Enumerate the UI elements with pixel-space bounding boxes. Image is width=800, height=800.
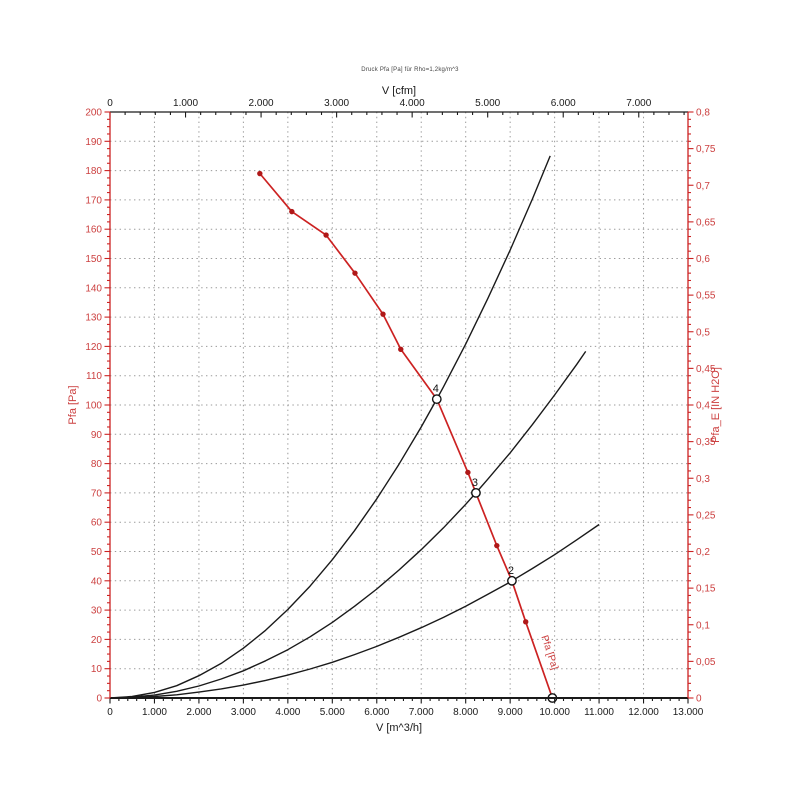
svg-text:10.000: 10.000 [539,707,570,718]
operating-point-circle [507,575,517,586]
bottom-axis-title: V [m^3/h] [376,722,422,734]
svg-text:0: 0 [107,98,113,109]
svg-text:130: 130 [85,313,102,324]
svg-text:150: 150 [85,254,102,265]
svg-text:180: 180 [85,166,102,177]
svg-text:170: 170 [85,195,102,206]
fan-curve-data-point [257,170,263,177]
svg-text:190: 190 [85,137,102,148]
curves [109,155,600,699]
svg-text:20: 20 [91,635,103,646]
svg-text:0: 0 [107,707,113,718]
svg-text:4.000: 4.000 [400,98,425,109]
svg-text:0,5: 0,5 [696,327,710,338]
svg-text:5.000: 5.000 [320,707,345,718]
svg-text:4.000: 4.000 [275,707,300,718]
svg-text:90: 90 [91,430,103,441]
svg-text:0,05: 0,05 [696,657,716,668]
svg-text:0,75: 0,75 [696,144,716,155]
left-axis-title: Pfa [Pa] [67,385,79,424]
operating-point-label: 3 [472,477,478,489]
system-curve-2 [109,523,600,699]
fan-curve-data-point [380,311,386,317]
operating-point-markers: 4 3 2 [431,383,558,703]
svg-text:80: 80 [91,459,103,470]
fan-curve-data-point [352,270,358,276]
svg-text:0,7: 0,7 [696,181,710,192]
svg-text:10: 10 [91,664,103,675]
svg-text:7.000: 7.000 [626,98,651,109]
fan-curve-data-point [289,208,295,215]
svg-text:110: 110 [86,371,102,382]
svg-text:6.000: 6.000 [551,98,576,109]
svg-text:1.000: 1.000 [142,707,167,718]
top-axis-title: V [cfm] [382,85,416,97]
svg-text:1.000: 1.000 [173,98,198,109]
svg-text:0: 0 [696,694,702,705]
svg-text:140: 140 [85,283,102,294]
svg-text:5.000: 5.000 [475,98,500,109]
right-axis-title: Pfa_E [IN H2O] [710,367,722,443]
fan-curve-data-point [465,469,471,476]
operating-point-circle [431,394,442,405]
svg-text:8.000: 8.000 [453,707,478,718]
svg-text:0,6: 0,6 [696,254,710,265]
chart-subtitle: Druck Pfa [Pa] für Rho=1,2kg/m^3 [361,67,459,73]
grid [110,112,688,698]
svg-text:0,4: 0,4 [696,401,710,412]
svg-text:0,1: 0,1 [696,620,710,631]
svg-text:0,2: 0,2 [696,547,710,558]
y-axis-left: 0 10 20 30 40 50 60 70 80 90 100 110 120 130 140 150 160… [85,108,111,705]
svg-text:40: 40 [91,576,103,587]
system-curve-4 [109,155,551,699]
svg-text:0,8: 0,8 [696,108,710,119]
operating-point-circle [471,487,481,498]
svg-text:0,15: 0,15 [696,584,716,595]
svg-text:3.000: 3.000 [231,707,256,718]
fan-curve-data-point [323,232,329,238]
svg-text:9.000: 9.000 [498,707,523,718]
svg-text:11.000: 11.000 [584,707,614,718]
operating-point-label: 2 [508,565,514,577]
svg-text:13.000: 13.000 [673,707,704,718]
svg-text:100: 100 [85,401,102,412]
svg-text:200: 200 [85,108,102,119]
x-axis-top: 0 1.000 2.000 3.000 4.000 5.000 6.000 7.000 [107,98,688,118]
svg-text:0,25: 0,25 [696,510,716,521]
svg-text:0,65: 0,65 [696,217,716,228]
svg-text:12.000: 12.000 [628,707,659,718]
fan-curve-data-point [523,619,529,625]
x-axis-bottom: 0 1.000 2.000 3.000 4.000 5.000 6.000 7.000 8.00… [107,697,704,718]
fan-curve-data-point [494,542,500,549]
svg-text:120: 120 [85,342,102,353]
svg-text:6.000: 6.000 [364,707,389,718]
system-curve-3 [109,351,587,699]
svg-text:2.000: 2.000 [186,707,211,718]
operating-point-label: 4 [433,383,439,395]
svg-text:2.000: 2.000 [249,98,274,109]
fan-curve-data-point [398,346,404,353]
svg-text:60: 60 [91,518,103,529]
svg-text:30: 30 [91,606,103,617]
svg-text:7.000: 7.000 [409,707,434,718]
svg-text:0,55: 0,55 [696,291,716,302]
y-axis-right: 0 0,05 0,1 0,15 0,2 0,25 0,3 0,35 0,4 0,45 0,5 0,55… [687,108,716,705]
svg-text:160: 160 [85,225,102,236]
svg-text:0,35: 0,35 [696,437,716,448]
svg-text:0,3: 0,3 [696,474,710,485]
svg-text:0: 0 [96,694,102,705]
svg-text:50: 50 [91,547,103,558]
svg-text:0,45: 0,45 [696,364,716,375]
svg-text:70: 70 [91,488,103,499]
svg-text:3.000: 3.000 [324,98,349,109]
